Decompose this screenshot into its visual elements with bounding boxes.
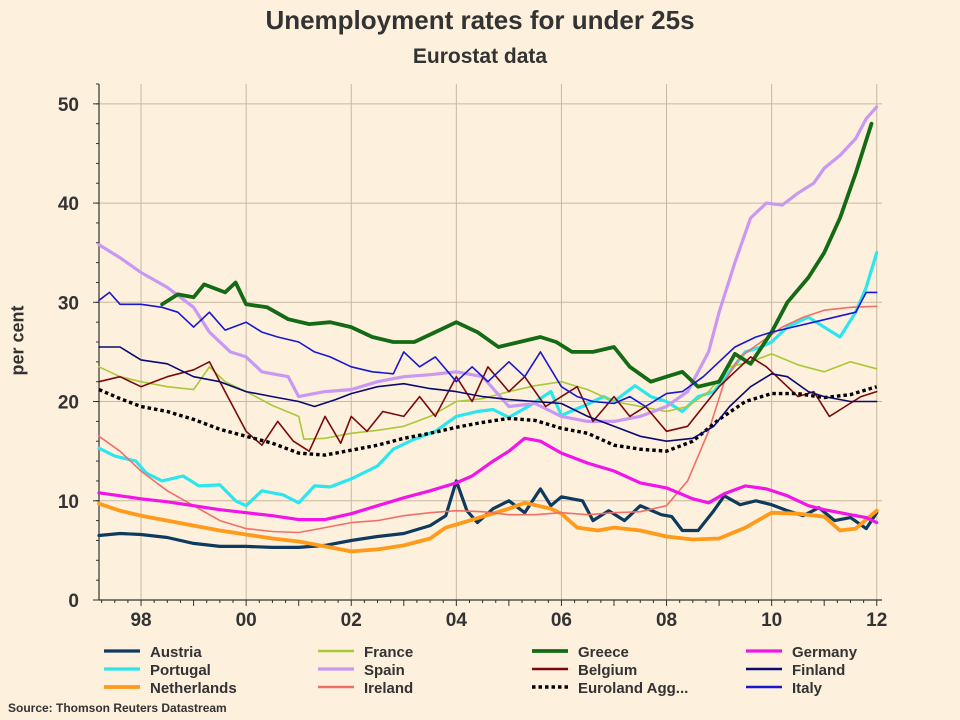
series-line-italy (98, 291, 878, 408)
y-tick-label: 40 (58, 194, 79, 215)
series-line-euroland-agg (98, 385, 878, 457)
legend-label: Greece (578, 644, 629, 661)
x-tick-label: 04 (446, 610, 468, 631)
x-tick-label: 08 (656, 610, 677, 631)
x-tick-label: 06 (551, 610, 572, 631)
source-note: Source: Thomson Reuters Datastream (8, 701, 227, 715)
y-tick-label: 50 (58, 95, 79, 116)
y-tick-label: 0 (68, 591, 79, 612)
legend-label: Spain (364, 662, 405, 679)
series-line-ireland (98, 305, 878, 534)
y-tick-label: 10 (58, 492, 79, 513)
legend-label: Euroland Agg... (578, 680, 688, 697)
x-tick-label: 02 (341, 610, 362, 631)
series-line-austria (97, 479, 879, 549)
series-line-germany (97, 436, 879, 525)
x-tick-label: 98 (130, 610, 151, 631)
x-tick-label: 10 (761, 610, 782, 631)
series-line-netherlands (97, 500, 879, 554)
legend-label: Belgium (578, 662, 637, 679)
x-tick-label: 00 (236, 610, 257, 631)
legend-label: Ireland (364, 680, 413, 697)
chart-title: Unemployment rates for under 25s (265, 5, 695, 35)
legend-label: Netherlands (150, 680, 237, 697)
chart-subtitle: Eurostat data (412, 45, 548, 68)
legend-label: Finland (792, 662, 845, 679)
legend-label: Austria (150, 644, 202, 661)
y-axis-label: per cent (7, 305, 28, 376)
y-tick-label: 30 (58, 293, 79, 314)
legend-label: France (364, 644, 413, 661)
legend-label: Italy (792, 680, 823, 697)
series-line-france (98, 353, 878, 440)
legend-label: Germany (792, 644, 858, 661)
series-line-greece (160, 121, 874, 389)
series-line-spain (97, 105, 879, 423)
x-tick-label: 12 (866, 610, 887, 631)
series-line-finland (98, 346, 878, 442)
y-tick-label: 20 (58, 393, 79, 414)
legend-label: Portugal (150, 662, 211, 679)
